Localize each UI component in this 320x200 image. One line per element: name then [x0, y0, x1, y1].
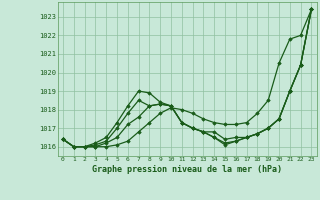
X-axis label: Graphe pression niveau de la mer (hPa): Graphe pression niveau de la mer (hPa)	[92, 165, 282, 174]
